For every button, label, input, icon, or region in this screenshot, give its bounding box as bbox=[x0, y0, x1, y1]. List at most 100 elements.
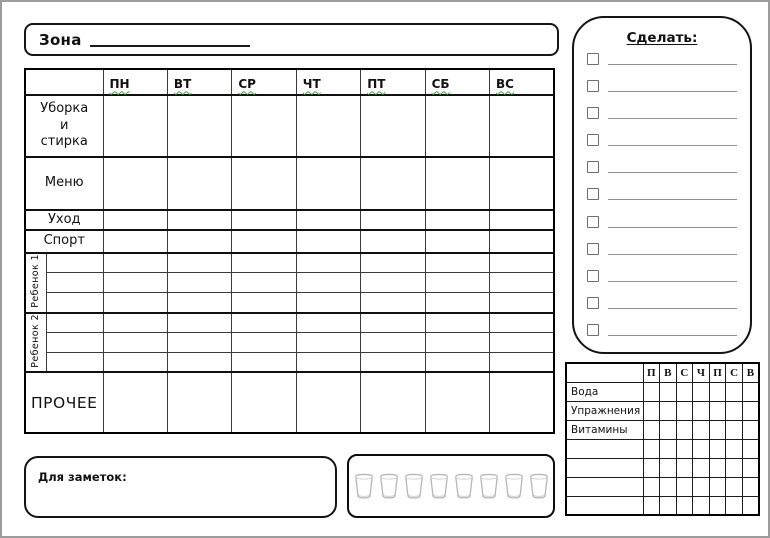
todo-fill-in-line[interactable] bbox=[608, 324, 737, 336]
planner-cell[interactable] bbox=[231, 94, 297, 158]
todo-checkbox[interactable] bbox=[587, 53, 599, 65]
planner-cell[interactable] bbox=[166, 229, 233, 254]
tracker-cell[interactable] bbox=[675, 457, 694, 478]
tracker-cell[interactable] bbox=[708, 419, 727, 440]
tracker-cell[interactable] bbox=[708, 400, 727, 421]
tracker-cell[interactable] bbox=[659, 457, 677, 478]
planner-cell[interactable] bbox=[166, 332, 233, 353]
todo-checkbox[interactable] bbox=[587, 215, 599, 228]
planner-cell[interactable] bbox=[295, 292, 362, 314]
planner-cell[interactable] bbox=[166, 252, 233, 274]
planner-cell[interactable] bbox=[45, 292, 104, 314]
planner-cell[interactable] bbox=[489, 371, 555, 434]
tracker-cell[interactable] bbox=[725, 381, 743, 402]
tracker-cell[interactable] bbox=[675, 495, 694, 516]
tracker-cell[interactable] bbox=[659, 419, 677, 440]
planner-cell[interactable] bbox=[231, 229, 297, 254]
planner-cell[interactable] bbox=[45, 252, 104, 274]
planner-cell[interactable] bbox=[489, 94, 555, 158]
planner-cell[interactable] bbox=[295, 332, 362, 353]
planner-cell[interactable] bbox=[295, 156, 362, 211]
todo-fill-in-line[interactable] bbox=[608, 134, 737, 147]
tracker-label-empty[interactable] bbox=[565, 457, 644, 478]
tracker-cell[interactable] bbox=[708, 457, 727, 478]
zone-fill-in-line[interactable] bbox=[89, 33, 250, 47]
planner-cell[interactable] bbox=[424, 229, 491, 254]
tracker-cell[interactable] bbox=[692, 419, 710, 440]
planner-cell[interactable] bbox=[360, 332, 426, 353]
todo-fill-in-line[interactable] bbox=[608, 243, 737, 255]
todo-fill-in-line[interactable] bbox=[608, 297, 737, 309]
planner-cell[interactable] bbox=[295, 351, 362, 373]
todo-fill-in-line[interactable] bbox=[608, 188, 737, 201]
todo-checkbox[interactable] bbox=[587, 188, 599, 201]
planner-cell[interactable] bbox=[102, 371, 168, 434]
water-cup-icon[interactable] bbox=[428, 471, 450, 501]
planner-cell[interactable] bbox=[166, 351, 233, 373]
planner-cell[interactable] bbox=[424, 332, 491, 353]
planner-cell[interactable] bbox=[102, 252, 168, 274]
water-cup-icon[interactable] bbox=[378, 471, 400, 501]
planner-cell[interactable] bbox=[45, 311, 104, 334]
tracker-cell[interactable] bbox=[675, 419, 694, 440]
tracker-cell[interactable] bbox=[725, 457, 743, 478]
tracker-cell[interactable] bbox=[675, 438, 694, 459]
planner-cell[interactable] bbox=[102, 229, 168, 254]
todo-fill-in-line[interactable] bbox=[608, 270, 737, 282]
water-cup-icon[interactable] bbox=[528, 471, 550, 501]
planner-cell[interactable] bbox=[360, 209, 426, 231]
planner-cell[interactable] bbox=[360, 292, 426, 314]
planner-cell[interactable] bbox=[360, 156, 426, 211]
tracker-cell[interactable] bbox=[692, 457, 710, 478]
planner-cell[interactable] bbox=[102, 351, 168, 373]
tracker-cell[interactable] bbox=[741, 495, 760, 516]
planner-cell[interactable] bbox=[424, 209, 491, 231]
planner-cell[interactable] bbox=[166, 94, 233, 158]
planner-cell[interactable] bbox=[489, 156, 555, 211]
planner-cell[interactable] bbox=[295, 229, 362, 254]
planner-cell[interactable] bbox=[295, 252, 362, 274]
planner-cell[interactable] bbox=[102, 272, 168, 294]
tracker-cell[interactable] bbox=[642, 438, 661, 459]
planner-cell[interactable] bbox=[295, 272, 362, 294]
planner-cell[interactable] bbox=[360, 272, 426, 294]
tracker-cell[interactable] bbox=[692, 381, 710, 402]
tracker-cell[interactable] bbox=[725, 495, 743, 516]
water-cup-icon[interactable] bbox=[478, 471, 500, 501]
planner-cell[interactable] bbox=[295, 371, 362, 434]
planner-cell[interactable] bbox=[45, 351, 104, 373]
planner-cell[interactable] bbox=[489, 351, 555, 373]
planner-cell[interactable] bbox=[489, 209, 555, 231]
planner-cell[interactable] bbox=[360, 351, 426, 373]
water-cup-icon[interactable] bbox=[353, 471, 375, 501]
planner-cell[interactable] bbox=[489, 311, 555, 334]
planner-cell[interactable] bbox=[360, 252, 426, 274]
planner-cell[interactable] bbox=[166, 209, 233, 231]
tracker-cell[interactable] bbox=[741, 476, 760, 497]
planner-cell[interactable] bbox=[231, 272, 297, 294]
tracker-cell[interactable] bbox=[642, 476, 661, 497]
notes-box[interactable]: Для заметок: bbox=[24, 456, 337, 518]
tracker-cell[interactable] bbox=[675, 476, 694, 497]
tracker-cell[interactable] bbox=[708, 495, 727, 516]
planner-cell[interactable] bbox=[231, 292, 297, 314]
tracker-cell[interactable] bbox=[675, 400, 694, 421]
planner-cell[interactable] bbox=[102, 332, 168, 353]
tracker-cell[interactable] bbox=[741, 400, 760, 421]
planner-cell[interactable] bbox=[102, 156, 168, 211]
planner-cell[interactable] bbox=[231, 332, 297, 353]
planner-cell[interactable] bbox=[231, 156, 297, 211]
planner-cell[interactable] bbox=[231, 252, 297, 274]
tracker-label-empty[interactable] bbox=[565, 438, 644, 459]
todo-checkbox[interactable] bbox=[587, 296, 599, 309]
tracker-cell[interactable] bbox=[708, 476, 727, 497]
todo-fill-in-line[interactable] bbox=[608, 216, 737, 228]
todo-fill-in-line[interactable] bbox=[608, 107, 737, 120]
planner-cell[interactable] bbox=[489, 272, 555, 294]
planner-cell[interactable] bbox=[424, 252, 491, 274]
planner-cell[interactable] bbox=[166, 311, 233, 334]
planner-cell[interactable] bbox=[231, 209, 297, 231]
planner-cell[interactable] bbox=[231, 351, 297, 373]
planner-cell[interactable] bbox=[45, 332, 104, 353]
water-cup-icon[interactable] bbox=[503, 471, 525, 501]
